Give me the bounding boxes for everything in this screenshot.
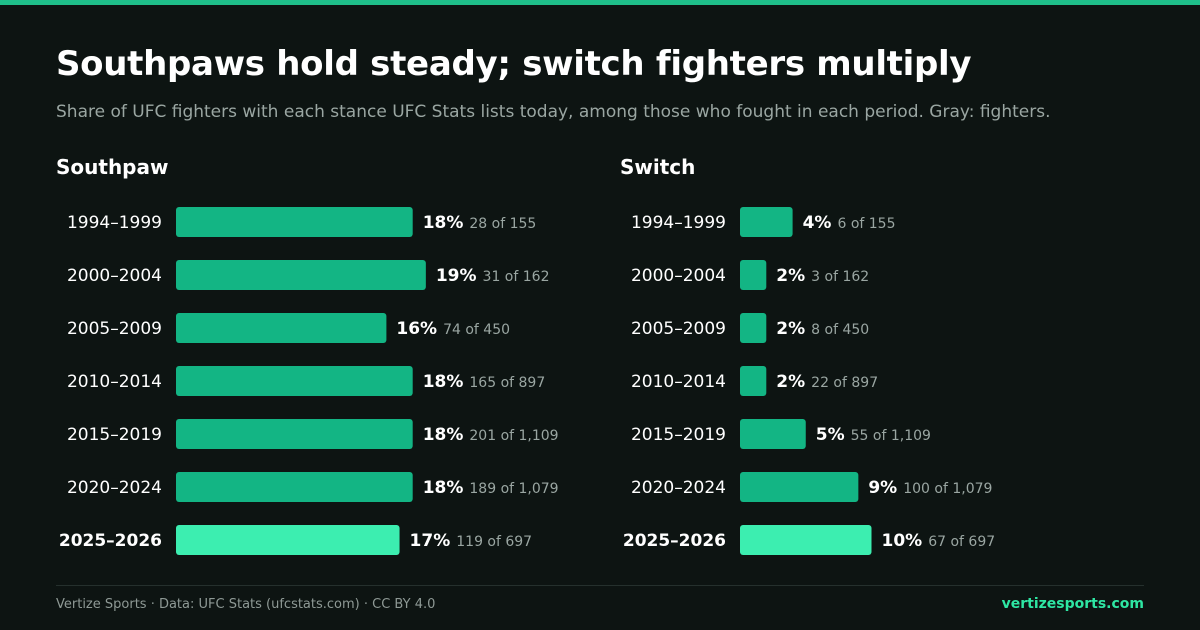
southpaw-value-label: 18% 28 of 155 bbox=[423, 213, 537, 233]
switch-row: 1994–1999 4% 6 of 155 bbox=[631, 207, 896, 237]
switch-count-label: 100 of 1,079 bbox=[903, 481, 992, 497]
southpaw-value-label: 18% 189 of 1,079 bbox=[423, 478, 559, 498]
switch-bar bbox=[740, 260, 767, 290]
southpaw-percent-label: 16% bbox=[396, 319, 437, 339]
southpaw-value-label: 17% 119 of 697 bbox=[410, 531, 533, 551]
southpaw-percent-label: 18% bbox=[423, 213, 464, 233]
southpaw-category-label: 2025–2026 bbox=[59, 531, 162, 551]
southpaw-value-label: 16% 74 of 450 bbox=[396, 319, 510, 339]
switch-percent-label: 4% bbox=[803, 213, 832, 233]
southpaw-category-label: 2020–2024 bbox=[67, 478, 162, 498]
switch-category-label: 2015–2019 bbox=[631, 425, 726, 445]
switch-count-label: 67 of 697 bbox=[928, 534, 995, 550]
southpaw-row: 2025–2026 17% 119 of 697 bbox=[59, 525, 532, 555]
southpaw-row: 2000–2004 19% 31 of 162 bbox=[67, 260, 550, 290]
southpaw-category-label: 2000–2004 bbox=[67, 266, 162, 286]
southpaw-percent-label: 18% bbox=[423, 478, 464, 498]
chart-title: Southpaws hold steady; switch fighters m… bbox=[56, 44, 972, 84]
footer-credit: Vertize Sports · Data: UFC Stats (ufcsta… bbox=[56, 597, 436, 612]
southpaw-bar bbox=[176, 366, 413, 396]
chart-subtitle: Share of UFC fighters with each stance U… bbox=[56, 102, 1051, 122]
southpaw-panel: Southpaw 1994–1999 18% 28 of 155 2000–2004 1… bbox=[56, 155, 616, 575]
southpaw-row: 1994–1999 18% 28 of 155 bbox=[67, 207, 536, 237]
southpaw-count-label: 189 of 1,079 bbox=[469, 481, 558, 497]
switch-value-label: 2% 3 of 162 bbox=[776, 266, 869, 286]
southpaw-bar bbox=[176, 525, 400, 555]
southpaw-panel-title: Southpaw bbox=[56, 155, 169, 179]
switch-panel-title: Switch bbox=[620, 155, 696, 179]
switch-bar bbox=[740, 313, 767, 343]
southpaw-count-label: 28 of 155 bbox=[469, 216, 536, 232]
switch-bar bbox=[740, 366, 767, 396]
switch-count-label: 22 of 897 bbox=[811, 375, 878, 391]
southpaw-bar-chart: 1994–1999 18% 28 of 155 2000–2004 19% 31 of 1… bbox=[56, 195, 616, 575]
southpaw-percent-label: 18% bbox=[423, 425, 464, 445]
southpaw-percent-label: 18% bbox=[423, 372, 464, 392]
switch-count-label: 6 of 155 bbox=[837, 216, 895, 232]
switch-value-label: 9% 100 of 1,079 bbox=[868, 478, 992, 498]
switch-category-label: 2005–2009 bbox=[631, 319, 726, 339]
switch-category-label: 1994–1999 bbox=[631, 213, 726, 233]
southpaw-percent-label: 17% bbox=[410, 531, 451, 551]
southpaw-count-label: 74 of 450 bbox=[443, 322, 510, 338]
switch-count-label: 8 of 450 bbox=[811, 322, 869, 338]
switch-category-label: 2000–2004 bbox=[631, 266, 726, 286]
switch-percent-label: 2% bbox=[776, 372, 805, 392]
top-accent-bar bbox=[0, 0, 1200, 5]
switch-category-label: 2010–2014 bbox=[631, 372, 726, 392]
switch-bar bbox=[740, 525, 872, 555]
switch-row: 2000–2004 2% 3 of 162 bbox=[631, 260, 869, 290]
southpaw-row: 2005–2009 16% 74 of 450 bbox=[67, 313, 510, 343]
switch-percent-label: 5% bbox=[816, 425, 845, 445]
southpaw-count-label: 119 of 697 bbox=[456, 534, 532, 550]
southpaw-row: 2015–2019 18% 201 of 1,109 bbox=[67, 419, 559, 449]
switch-row: 2020–2024 9% 100 of 1,079 bbox=[631, 472, 992, 502]
southpaw-bar bbox=[176, 313, 387, 343]
southpaw-count-label: 31 of 162 bbox=[483, 269, 550, 285]
switch-count-label: 3 of 162 bbox=[811, 269, 869, 285]
switch-percent-label: 10% bbox=[882, 531, 923, 551]
switch-percent-label: 9% bbox=[868, 478, 897, 498]
southpaw-bar bbox=[176, 260, 426, 290]
southpaw-bar bbox=[176, 472, 413, 502]
switch-row: 2010–2014 2% 22 of 897 bbox=[631, 366, 878, 396]
southpaw-row: 2020–2024 18% 189 of 1,079 bbox=[67, 472, 559, 502]
southpaw-svg: 1994–1999 18% 28 of 155 2000–2004 19% 31 of 1… bbox=[59, 207, 559, 555]
southpaw-value-label: 18% 165 of 897 bbox=[423, 372, 546, 392]
southpaw-count-label: 201 of 1,109 bbox=[469, 428, 558, 444]
switch-row: 2015–2019 5% 55 of 1,109 bbox=[631, 419, 931, 449]
switch-panel: Switch 1994–1999 4% 6 of 155 2000–2004 2% 3 o… bbox=[620, 155, 1180, 575]
southpaw-bar bbox=[176, 207, 413, 237]
switch-value-label: 2% 8 of 450 bbox=[776, 319, 869, 339]
footer-divider bbox=[56, 585, 1144, 586]
switch-bar-chart: 1994–1999 4% 6 of 155 2000–2004 2% 3 of 162 20… bbox=[620, 195, 1180, 575]
switch-value-label: 5% 55 of 1,109 bbox=[816, 425, 931, 445]
switch-value-label: 10% 67 of 697 bbox=[882, 531, 996, 551]
southpaw-category-label: 2015–2019 bbox=[67, 425, 162, 445]
switch-category-label: 2020–2024 bbox=[631, 478, 726, 498]
southpaw-count-label: 165 of 897 bbox=[469, 375, 545, 391]
southpaw-category-label: 1994–1999 bbox=[67, 213, 162, 233]
switch-bar bbox=[740, 419, 806, 449]
southpaw-bar bbox=[176, 419, 413, 449]
southpaw-value-label: 18% 201 of 1,109 bbox=[423, 425, 559, 445]
southpaw-row: 2010–2014 18% 165 of 897 bbox=[67, 366, 545, 396]
switch-value-label: 4% 6 of 155 bbox=[803, 213, 896, 233]
southpaw-percent-label: 19% bbox=[436, 266, 477, 286]
switch-row: 2005–2009 2% 8 of 450 bbox=[631, 313, 869, 343]
switch-bar bbox=[740, 472, 859, 502]
southpaw-value-label: 19% 31 of 162 bbox=[436, 266, 550, 286]
switch-row: 2025–2026 10% 67 of 697 bbox=[623, 525, 995, 555]
switch-count-label: 55 of 1,109 bbox=[851, 428, 931, 444]
switch-bar bbox=[740, 207, 793, 237]
switch-value-label: 2% 22 of 897 bbox=[776, 372, 878, 392]
southpaw-category-label: 2005–2009 bbox=[67, 319, 162, 339]
footer-site-link[interactable]: vertizesports.com bbox=[1001, 596, 1144, 612]
switch-percent-label: 2% bbox=[776, 266, 805, 286]
southpaw-category-label: 2010–2014 bbox=[67, 372, 162, 392]
switch-category-label: 2025–2026 bbox=[623, 531, 726, 551]
switch-percent-label: 2% bbox=[776, 319, 805, 339]
